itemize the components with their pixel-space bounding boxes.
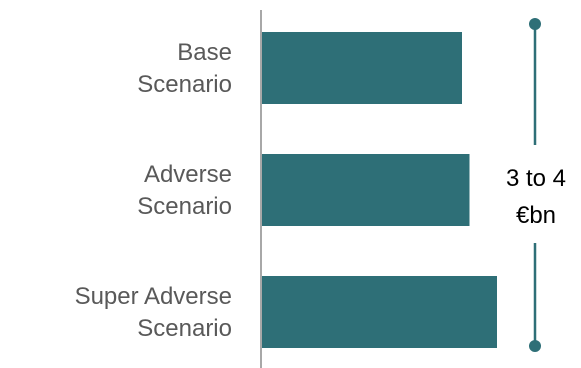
category-label-0-line-0: Base	[177, 39, 232, 66]
category-label-1-line-0: Adverse	[144, 161, 232, 188]
bar-1	[262, 154, 470, 226]
category-label-2-line-1: Scenario	[137, 315, 232, 342]
bars	[262, 32, 497, 348]
category-label-0-line-1: Scenario	[137, 71, 232, 98]
bar-2	[262, 276, 497, 348]
category-label-2-line-0: Super Adverse	[75, 283, 232, 310]
category-label-1-line-1: Scenario	[137, 193, 232, 220]
range-annotation-line-2: €bn	[516, 202, 556, 229]
range-annotation-line-1: 3 to 4	[506, 165, 566, 192]
category-labels: Base Scenario Adverse Scenario Super Adverse…	[75, 39, 232, 342]
range-bracket: 3 to 4 €bn	[506, 18, 566, 352]
bracket-dot-top	[529, 18, 541, 30]
bar-0	[262, 32, 462, 104]
bracket-dot-bottom	[529, 340, 541, 352]
